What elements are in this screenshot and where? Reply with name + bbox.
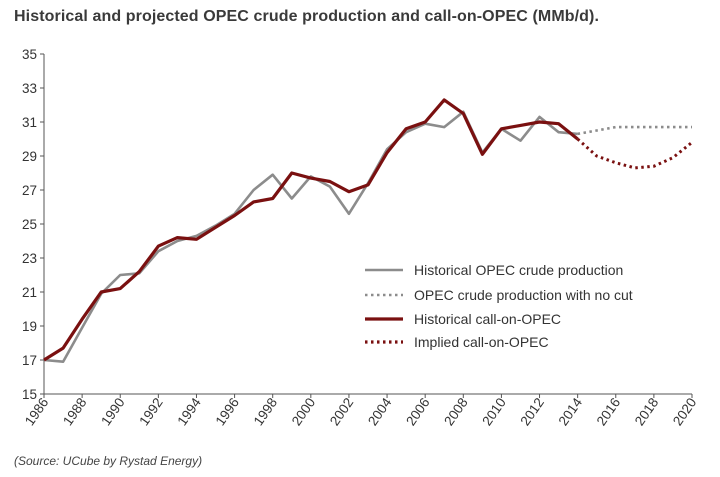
x-tick-label: 2008 [441, 395, 471, 428]
x-tick-label: 2014 [556, 395, 586, 429]
legend-label: OPEC crude production with no cut [414, 287, 633, 303]
series-line-opec-crude-production-with-no-cut [577, 125, 692, 136]
y-tick-label: 15 [22, 387, 37, 402]
legend-label: Historical OPEC crude production [414, 262, 623, 278]
chart-title: Historical and projected OPEC crude prod… [14, 8, 600, 25]
x-tick-label: 1992 [136, 395, 166, 428]
y-tick-label: 35 [22, 47, 37, 62]
x-tick-label: 2016 [594, 395, 624, 428]
series-line-historical-call-on-opec [43, 98, 579, 362]
x-tick-label: 2000 [289, 395, 319, 428]
legend: Historical OPEC crude production OPEC cru… [365, 262, 633, 350]
x-tick-label: 1998 [251, 395, 281, 428]
series-line-implied-call-on-opec [576, 137, 693, 170]
y-tick-label: 21 [22, 285, 37, 300]
x-axis-ticks: 1986 1988 1990 1992 1994 1996 1998 2000 2002 2004… [22, 394, 700, 429]
y-tick-label: 23 [22, 251, 37, 266]
x-tick-label: 2012 [517, 395, 547, 428]
y-tick-label: 17 [22, 353, 37, 368]
legend-label: Implied call-on-OPEC [414, 334, 549, 350]
x-tick-label: 2002 [327, 395, 357, 428]
y-tick-label: 27 [22, 183, 37, 198]
x-tick-label: 1990 [98, 395, 128, 428]
x-tick-label: 1994 [174, 395, 204, 429]
y-tick-label: 29 [22, 149, 37, 164]
y-axis-ticks: 15 17 19 21 23 25 27 29 31 33 35 [22, 47, 44, 402]
chart-axes [43, 54, 692, 395]
legend-label: Historical call-on-OPEC [414, 311, 561, 327]
y-tick-label: 31 [22, 115, 37, 130]
source-note: (Source: UCube by Rystad Energy) [14, 454, 203, 468]
x-tick-label: 2018 [632, 395, 662, 428]
x-tick-label: 1996 [213, 395, 243, 428]
y-tick-label: 19 [22, 319, 37, 334]
series-layer [43, 98, 693, 364]
y-tick-label: 25 [22, 217, 37, 232]
x-tick-label: 2010 [479, 395, 509, 428]
x-tick-label: 2006 [403, 395, 433, 428]
x-tick-label: 2020 [670, 395, 700, 428]
y-tick-label: 33 [22, 81, 37, 96]
x-tick-label: 2004 [365, 395, 395, 429]
x-tick-label: 1988 [60, 395, 90, 428]
